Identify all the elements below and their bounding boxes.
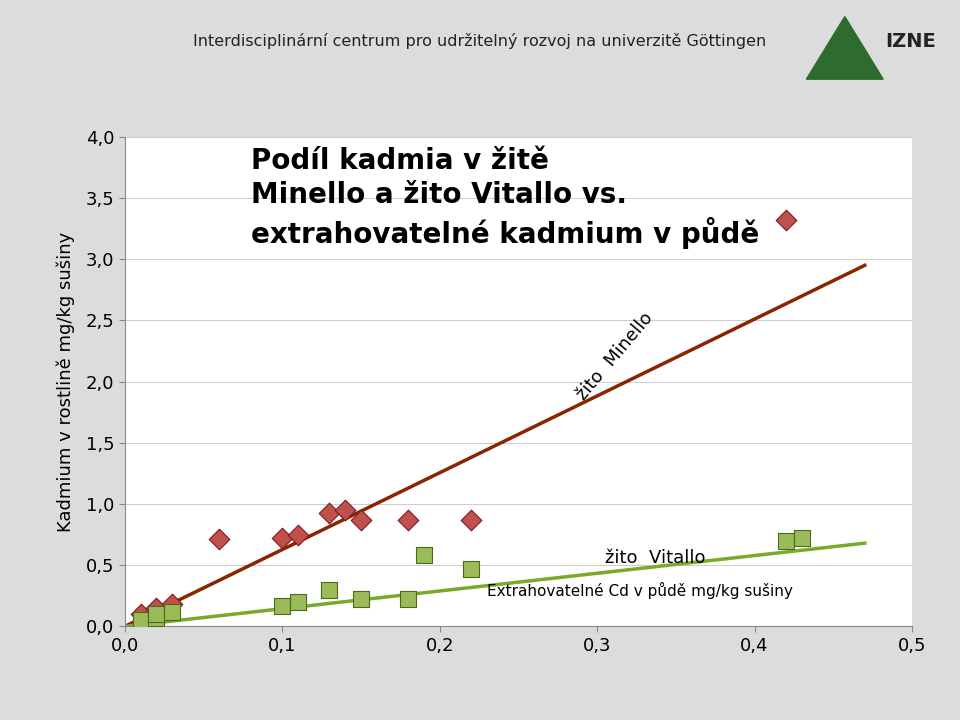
Point [149, 602, 164, 613]
Point [322, 584, 337, 595]
Point [149, 608, 164, 620]
Point [275, 600, 290, 611]
Point [211, 534, 227, 545]
Point [132, 614, 148, 626]
Point [149, 606, 164, 618]
Point [417, 549, 432, 561]
Point [275, 533, 290, 544]
Text: IZNE: IZNE [885, 32, 936, 51]
Text: Interdisciplinární centrum pro udržitelný rozvoj na univerzitě Göttingen: Interdisciplinární centrum pro udržiteln… [193, 33, 767, 50]
Point [338, 504, 353, 516]
Y-axis label: Kadmium v rostlině mg/kg sušiny: Kadmium v rostlině mg/kg sušiny [56, 231, 75, 532]
Point [794, 533, 809, 544]
Point [149, 612, 164, 624]
Text: žito  Minello: žito Minello [573, 310, 657, 404]
Polygon shape [806, 17, 883, 79]
Point [353, 514, 369, 526]
Point [353, 594, 369, 606]
Point [322, 507, 337, 518]
Text: žito  Vitallo: žito Vitallo [605, 549, 706, 567]
Point [779, 535, 794, 546]
Point [290, 596, 305, 608]
Point [400, 514, 416, 526]
Point [464, 563, 479, 575]
Point [164, 598, 180, 610]
Point [400, 594, 416, 606]
Text: Extrahovatelné Cd v půdě mg/kg sušiny: Extrahovatelné Cd v půdě mg/kg sušiny [487, 582, 793, 600]
Point [164, 606, 180, 618]
Point [132, 608, 148, 620]
Point [779, 215, 794, 226]
Point [290, 528, 305, 540]
Text: Podíl kadmia v žitě
Minello a žito Vitallo vs.
extrahovatelné kadmium v půdě: Podíl kadmia v žitě Minello a žito Vital… [251, 147, 759, 249]
Point [464, 514, 479, 526]
